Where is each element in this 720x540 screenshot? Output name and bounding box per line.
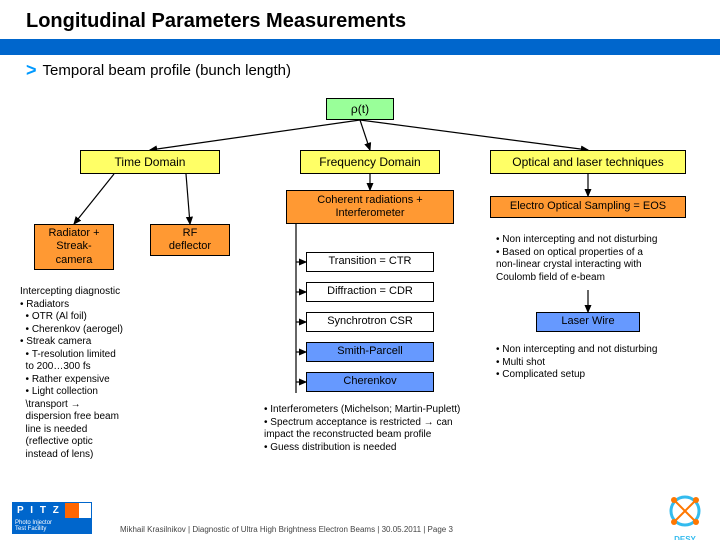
subtitle-row: > Temporal beam profile (bunch length) [0, 55, 720, 80]
domain-box-opt: Optical and laser techniques [490, 150, 686, 174]
note-n1: Intercepting diagnostic• Radiators • OTR… [20, 286, 220, 461]
chevron-icon: > [26, 60, 37, 81]
footer-text: Mikhail Krasilnikov | Diagnostic of Ultr… [120, 525, 453, 534]
desy-text: DESY [662, 535, 708, 540]
pitz-text: P I T Z [13, 503, 65, 518]
node-box-cher: Cherenkov [306, 372, 434, 392]
subtitle: Temporal beam profile (bunch length) [43, 62, 291, 79]
pitz-sub1: Photo Injector [15, 520, 89, 527]
node-box-eos: Electro Optical Sampling = EOS [490, 196, 686, 218]
note-n2: • Interferometers (Michelson; Martin-Pup… [264, 404, 514, 454]
node-box-csr: Synchrotron CSR [306, 312, 434, 332]
node-box-lw: Laser Wire [536, 312, 640, 332]
node-box-sp: Smith-Parcell [306, 342, 434, 362]
domain-box-freq: Frequency Domain [300, 150, 440, 174]
slide: Longitudinal Parameters Measurements > Te… [0, 0, 720, 540]
slide-title: Longitudinal Parameters Measurements [0, 0, 720, 39]
note-n4: • Non intercepting and not disturbing• M… [496, 344, 712, 382]
domain-box-time: Time Domain [80, 150, 220, 174]
root-box: ρ(t) [326, 98, 394, 120]
node-box-ctr: Transition = CTR [306, 252, 434, 272]
node-box-radiator: Radiator +Streak-camera [34, 224, 114, 270]
note-n3: • Non intercepting and not disturbing• B… [496, 234, 712, 284]
node-box-cdr: Diffraction = CDR [306, 282, 434, 302]
node-box-cohint: Coherent radiations +Interferometer [286, 190, 454, 224]
pitz-logo: P I T Z Photo Injector Test Facility [12, 502, 92, 534]
title-bar [0, 39, 720, 55]
node-box-rfdef: RFdeflector [150, 224, 230, 256]
pitz-sub2: Test Facility [15, 526, 89, 533]
desy-logo: DESY [662, 488, 708, 534]
